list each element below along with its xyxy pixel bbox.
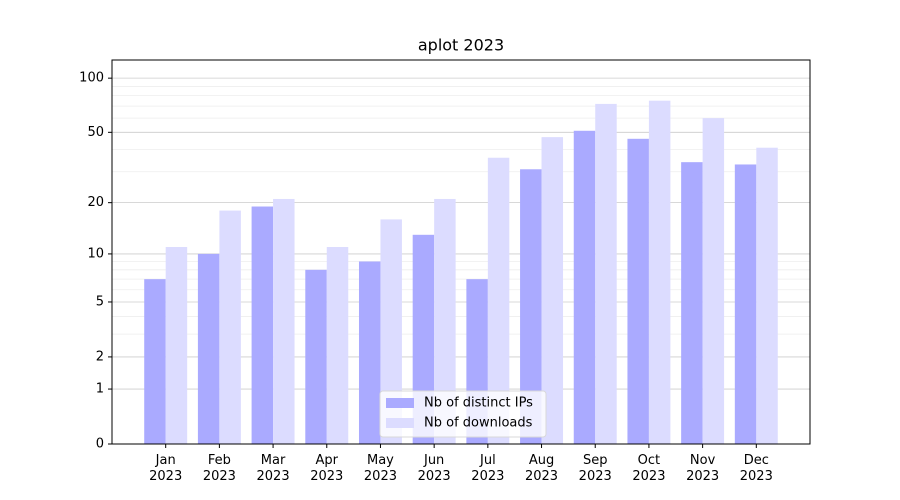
bar xyxy=(326,247,349,444)
x-tick-label: Mar 2023 xyxy=(256,453,290,484)
y-tick-label: 0 xyxy=(96,437,104,452)
bar xyxy=(358,261,381,444)
bar xyxy=(434,198,456,444)
bar xyxy=(520,169,542,444)
bar xyxy=(251,206,274,444)
y-tick-label: 50 xyxy=(87,125,104,140)
legend: Nb of distinct IPs Nb of downloads xyxy=(379,390,547,438)
bar xyxy=(541,137,564,445)
bar xyxy=(197,253,220,444)
legend-swatch xyxy=(386,418,414,428)
y-tick-label: 1 xyxy=(96,382,104,397)
chart-title: aplot 2023 xyxy=(418,36,504,55)
y-tick-label: 20 xyxy=(87,195,104,210)
bar xyxy=(165,247,188,444)
bar xyxy=(734,164,757,444)
x-tick-label: Feb 2023 xyxy=(202,453,236,484)
plot-frame xyxy=(111,59,811,445)
bar xyxy=(702,118,725,444)
y-tick-label: 10 xyxy=(87,246,104,261)
bar xyxy=(273,198,295,444)
x-tick-label: Oct 2023 xyxy=(632,453,666,484)
bar xyxy=(380,219,402,444)
x-tick-label: Sep 2023 xyxy=(578,453,612,484)
x-tick-label: Apr 2023 xyxy=(310,453,344,484)
bar xyxy=(681,162,703,444)
y-tick-label: 100 xyxy=(79,71,104,86)
legend-label: Nb of distinct IPs xyxy=(424,396,533,411)
x-tick-label: Jul 2023 xyxy=(471,453,505,484)
x-tick-label: Aug 2023 xyxy=(524,453,559,484)
x-tick-label: Jan 2023 xyxy=(149,453,183,484)
legend-box xyxy=(379,390,547,438)
bar xyxy=(627,138,649,444)
x-tick-label: Jun 2023 xyxy=(417,453,451,484)
bar xyxy=(219,210,241,444)
bar xyxy=(487,157,510,444)
bar xyxy=(305,269,327,444)
legend-label: Nb of downloads xyxy=(424,416,533,431)
bar xyxy=(648,100,671,445)
bar xyxy=(756,147,778,444)
bar xyxy=(595,103,617,444)
x-tick-label: Dec 2023 xyxy=(739,453,773,484)
y-tick-label: 5 xyxy=(96,294,104,309)
bar xyxy=(144,279,166,444)
y-tick-label: 2 xyxy=(96,349,104,364)
x-tick-label: May 2023 xyxy=(363,453,397,484)
x-tick-label: Nov 2023 xyxy=(686,453,720,484)
legend-swatch xyxy=(386,398,414,408)
bar xyxy=(573,130,596,444)
